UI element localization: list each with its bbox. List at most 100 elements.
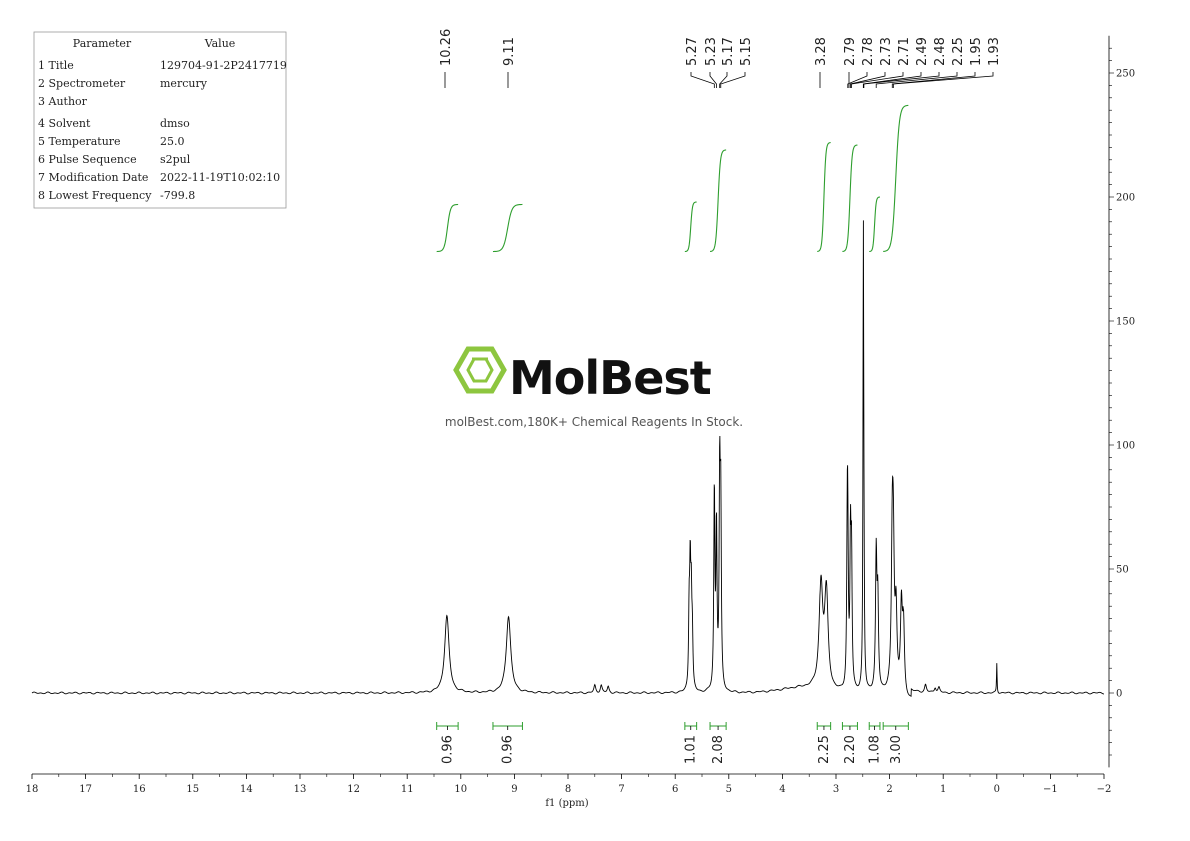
integral-curves bbox=[436, 104, 909, 253]
x-tick-label: −1 bbox=[1043, 784, 1058, 795]
peak-label-connector bbox=[690, 72, 715, 88]
x-axis: 18 17 16 15 14 13 12 11 10 9 8 7 6 5 4 3 2 1 0 −1 −2 bbox=[26, 773, 1112, 795]
integral-curve bbox=[436, 203, 459, 253]
integral-value: 0.96 bbox=[440, 735, 455, 764]
peak-label-connector bbox=[862, 72, 922, 88]
integral-value: 1.08 bbox=[868, 735, 883, 764]
integral-brackets: 0.96 0.96 1.01 2.08 2.25 2.20 1.08 3.00 bbox=[436, 722, 909, 764]
y-axis: 0 50 100 150 200 250 bbox=[1108, 35, 1135, 768]
integral-value: 2.25 bbox=[817, 735, 832, 764]
peak-label-connector bbox=[875, 72, 958, 88]
peak-label-connector bbox=[863, 72, 940, 88]
x-tick-label: 14 bbox=[240, 784, 253, 795]
parameter-value: s2pul bbox=[160, 153, 191, 166]
x-tick-label: 7 bbox=[618, 784, 624, 795]
parameter-header: Parameter bbox=[73, 37, 132, 50]
integral-curve bbox=[883, 104, 909, 252]
peak-label: 2.78 bbox=[861, 37, 876, 66]
peak-label: 2.49 bbox=[915, 37, 930, 66]
peak-label: 1.93 bbox=[987, 37, 1002, 66]
integral-value: 3.00 bbox=[889, 735, 904, 764]
x-tick-label: 10 bbox=[454, 784, 467, 795]
x-tick-label: 17 bbox=[79, 784, 92, 795]
parameter-name: 6 Pulse Sequence bbox=[38, 153, 137, 166]
y-tick-label: 50 bbox=[1116, 565, 1129, 576]
x-tick-label: 16 bbox=[133, 784, 146, 795]
x-tick-label: 9 bbox=[511, 784, 517, 795]
y-tick-label: 200 bbox=[1116, 193, 1135, 204]
peak-label: 5.15 bbox=[739, 37, 754, 66]
x-tick-label: 1 bbox=[940, 784, 946, 795]
x-tick-label: 6 bbox=[672, 784, 678, 795]
y-tick-label: 250 bbox=[1116, 69, 1135, 80]
peak-label-connector bbox=[891, 72, 976, 88]
x-tick-label: 18 bbox=[26, 784, 39, 795]
spectrum-line bbox=[31, 220, 1105, 697]
peak-label: 5.27 bbox=[685, 37, 700, 66]
peak-label-connector bbox=[851, 72, 904, 88]
x-tick-label: 2 bbox=[886, 784, 892, 795]
parameter-value: dmso bbox=[160, 117, 190, 130]
parameter-name: 8 Lowest Frequency bbox=[38, 189, 152, 202]
parameter-name: 5 Temperature bbox=[38, 135, 121, 148]
parameter-table: Parameter Value 1 Title 129704-91-2P2417719… bbox=[33, 31, 287, 209]
peak-label-connector bbox=[847, 72, 868, 88]
x-tick-label: 15 bbox=[186, 784, 199, 795]
parameter-value: 2022-11-19T10:02:10 bbox=[160, 171, 280, 184]
x-tick-label: 4 bbox=[779, 784, 785, 795]
peak-label: 2.73 bbox=[879, 37, 894, 66]
peak-label-connector bbox=[720, 72, 746, 88]
x-tick-label: 0 bbox=[994, 784, 1000, 795]
y-tick-label: 100 bbox=[1116, 441, 1135, 452]
parameter-value: 129704-91-2P2417719 bbox=[160, 59, 287, 72]
peak-label: 3.28 bbox=[814, 37, 829, 66]
x-tick-label: 8 bbox=[565, 784, 571, 795]
parameter-value: 25.0 bbox=[160, 135, 185, 148]
x-tick-label: 12 bbox=[347, 784, 360, 795]
parameter-name: 3 Author bbox=[38, 95, 88, 108]
y-tick-label: 150 bbox=[1116, 317, 1135, 328]
integral-curve bbox=[869, 196, 880, 253]
peak-label: 5.17 bbox=[721, 37, 736, 66]
parameter-name: 4 Solvent bbox=[38, 117, 91, 130]
peak-label: 10.26 bbox=[439, 29, 454, 66]
integral-value: 0.96 bbox=[501, 735, 516, 764]
watermark-brand: MolBest bbox=[509, 351, 711, 405]
x-tick-label: 5 bbox=[726, 784, 732, 795]
integral-curve bbox=[817, 141, 831, 253]
integral-value: 2.20 bbox=[843, 735, 858, 764]
x-tick-label: 3 bbox=[833, 784, 839, 795]
x-tick-label: 13 bbox=[294, 784, 307, 795]
parameter-name: 2 Spectrometer bbox=[38, 77, 126, 90]
benzene-logo-icon bbox=[453, 346, 507, 394]
parameter-value: -799.8 bbox=[160, 189, 195, 202]
x-axis-label: f1 (ppm) bbox=[545, 798, 588, 809]
peak-label-connector bbox=[850, 72, 886, 88]
peak-label: 2.48 bbox=[933, 37, 948, 66]
molbest-watermark: MolBest molBest.com,180K+ Chemical Reage… bbox=[445, 346, 743, 429]
peak-label: 5.23 bbox=[704, 37, 719, 66]
peak-label: 1.95 bbox=[969, 37, 984, 66]
value-header: Value bbox=[204, 37, 236, 50]
peak-label: 2.79 bbox=[843, 37, 858, 66]
peak-label-connector bbox=[709, 72, 717, 88]
integral-curve bbox=[684, 201, 697, 253]
peak-labels: 10.26 9.11 5.27 5.23 5.17 5.15 3.28 2.79 2.78 2.7… bbox=[439, 29, 1002, 88]
x-tick-label: −2 bbox=[1097, 784, 1112, 795]
integral-value: 2.08 bbox=[711, 735, 726, 764]
parameter-value: mercury bbox=[160, 77, 208, 90]
peak-label-connector bbox=[719, 72, 728, 88]
peak-label: 2.25 bbox=[951, 37, 966, 66]
peak-label-connector bbox=[892, 72, 994, 88]
integral-curve bbox=[709, 149, 727, 253]
parameter-name: 7 Modification Date bbox=[38, 171, 148, 184]
peak-label: 9.11 bbox=[502, 37, 517, 66]
peak-label: 2.71 bbox=[897, 37, 912, 66]
integral-value: 1.01 bbox=[684, 735, 699, 764]
watermark-tagline: molBest.com,180K+ Chemical Reagents In S… bbox=[445, 415, 743, 429]
x-tick-label: 11 bbox=[401, 784, 414, 795]
integral-curve bbox=[492, 203, 523, 253]
integral-curve bbox=[842, 144, 858, 253]
y-tick-label: 0 bbox=[1116, 689, 1122, 700]
